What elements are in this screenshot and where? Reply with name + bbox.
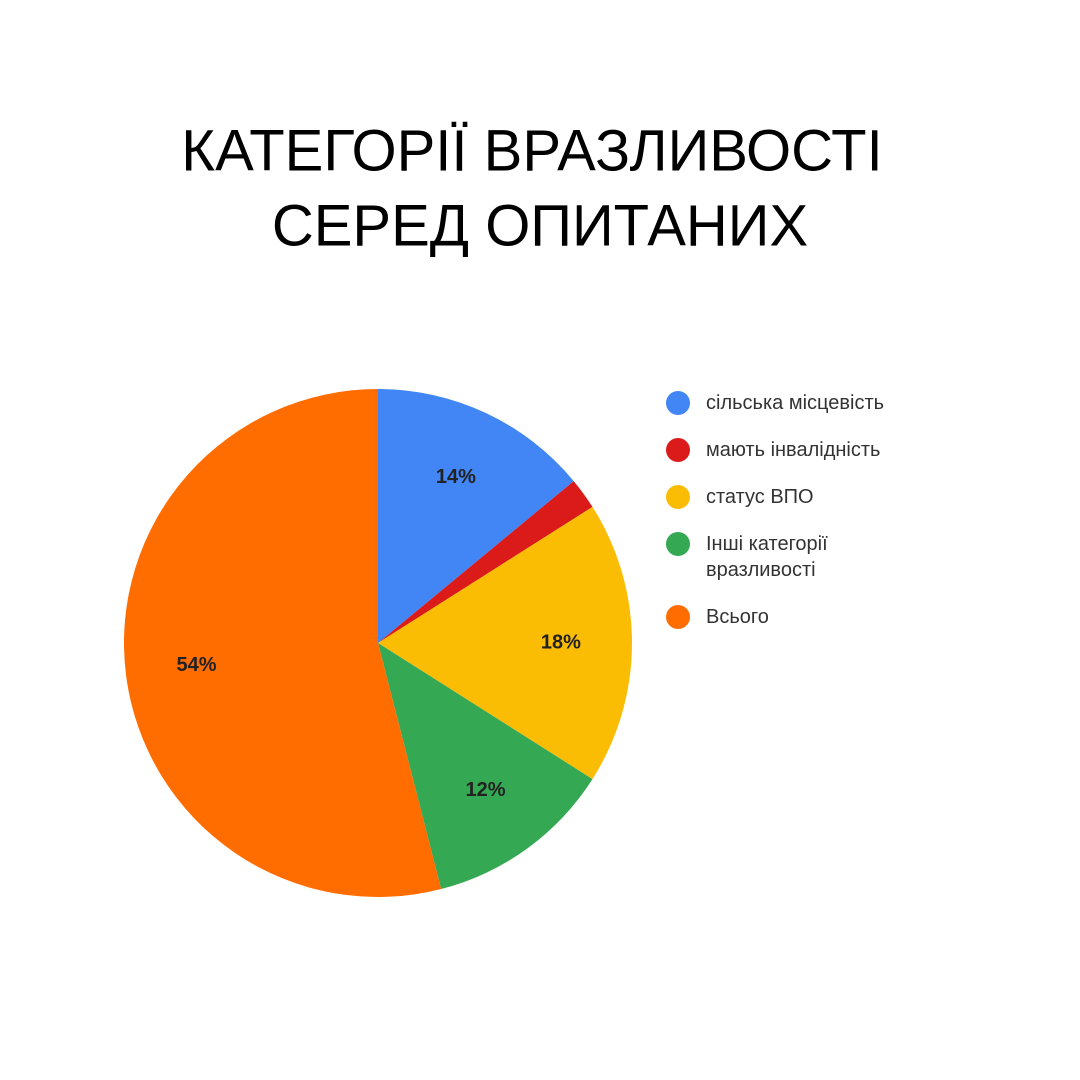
legend-swatch [666,605,690,629]
legend-item: мають інвалідність [666,437,896,463]
legend-item: Всього [666,604,896,630]
legend-label: мають інвалідність [706,439,881,461]
legend-item: Інші категорії вразливості [666,531,896,583]
legend-swatch [666,485,690,509]
legend-label: Інші категорії вразливості [706,533,828,581]
pie-slice [124,389,442,897]
pie-slice [378,389,574,643]
legend-item: сільська місцевість [666,390,896,416]
pie-slice [378,506,632,780]
legend-label: статус ВПО [706,486,814,508]
chart-title: КАТЕГОРІЇ ВРАЗЛИВОСТІ [181,118,882,183]
pie-slice [378,481,593,643]
legend-swatch [666,438,690,462]
pie: 14% 18% 12% 54% [124,389,632,897]
value-label: 54% [177,654,217,676]
legend-swatch [666,391,690,415]
value-label: 14% [436,466,476,488]
pie-slice [378,643,593,890]
legend-swatch [666,532,690,556]
legend-label: сільська місцевість [706,392,885,414]
legend-item: статус ВПО [666,484,896,510]
value-label: 12% [465,779,505,801]
legend: сільська місцевість мають інвалідність ста… [666,390,896,651]
legend-label: Всього [706,606,769,628]
chart-subtitle: СЕРЕД ОПИТАНИХ [272,193,808,258]
value-label: 18% [541,631,581,653]
